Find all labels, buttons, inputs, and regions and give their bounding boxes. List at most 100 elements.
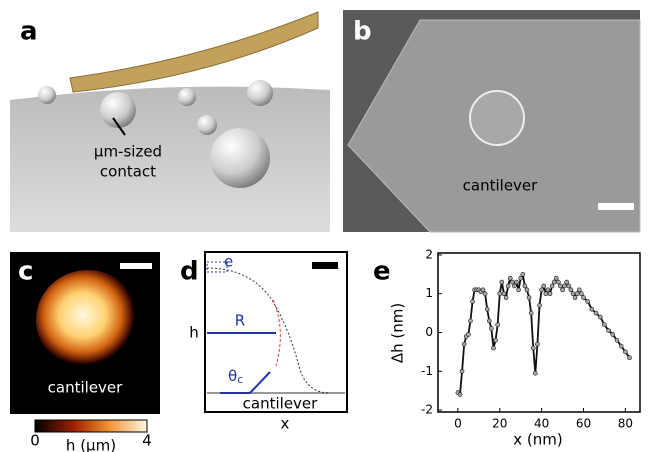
- cantilever: [70, 12, 318, 92]
- data-point: [540, 288, 544, 292]
- data-point: [533, 371, 537, 375]
- data-point: [546, 288, 550, 292]
- data-point: [504, 296, 508, 300]
- surface: [10, 87, 330, 232]
- data-point: [466, 332, 470, 336]
- data-point: [575, 292, 579, 296]
- data-point: [619, 344, 623, 348]
- y-tick-label: 1: [425, 286, 433, 300]
- data-point: [462, 342, 466, 346]
- data-point: [565, 280, 569, 284]
- annotation: contact: [100, 163, 156, 181]
- panel-label: d: [180, 257, 199, 287]
- x-tick-label: 80: [618, 417, 633, 431]
- data-point: [512, 284, 516, 288]
- data-point: [538, 303, 542, 307]
- data-point: [577, 288, 581, 292]
- afm-blob: [36, 270, 140, 370]
- data-point: [561, 288, 565, 292]
- label-r: R: [235, 312, 245, 330]
- scale-bar: [598, 203, 634, 210]
- data-point: [460, 369, 464, 373]
- data-point: [558, 284, 562, 288]
- panel-label: e: [373, 257, 391, 287]
- data-point: [571, 292, 575, 296]
- data-point: [527, 296, 531, 300]
- data-point: [569, 288, 573, 292]
- sphere: [247, 80, 273, 106]
- data-point: [579, 292, 583, 296]
- data-point: [496, 323, 500, 327]
- data-point: [628, 356, 632, 360]
- data-point: [548, 292, 552, 296]
- sphere: [470, 91, 524, 145]
- data-point: [521, 272, 525, 276]
- data-point: [581, 296, 585, 300]
- data-point: [498, 292, 502, 296]
- data-point: [525, 288, 529, 292]
- panel-b: b cantilever: [343, 10, 640, 232]
- data-point: [510, 280, 514, 284]
- scale-bar: [312, 262, 338, 269]
- sphere: [38, 86, 56, 104]
- y-tick-label: 0: [425, 325, 433, 339]
- data-point: [517, 288, 521, 292]
- data-point: [471, 299, 475, 303]
- label-h: h: [189, 324, 199, 342]
- colorbar-label: h (µm): [66, 437, 116, 452]
- y-tick-label: 2: [425, 247, 433, 261]
- y-axis-label: Δh (nm): [389, 303, 407, 363]
- sphere: [178, 88, 196, 106]
- colorbar: [35, 420, 147, 432]
- data-point: [554, 276, 558, 280]
- annotation: µm-sized: [94, 143, 162, 161]
- data-point: [556, 280, 560, 284]
- data-point: [514, 280, 518, 284]
- y-tick-label: -2: [421, 403, 433, 417]
- data-point: [586, 299, 590, 303]
- label-e: e: [224, 253, 233, 271]
- data-point: [519, 276, 523, 280]
- x-tick-label: 40: [534, 417, 549, 431]
- data-point: [500, 280, 504, 284]
- data-point: [611, 332, 615, 336]
- panel-c: c cantilever 0 4 h (µm): [10, 252, 160, 452]
- data-point: [489, 327, 493, 331]
- data-point: [542, 284, 546, 288]
- data-point: [567, 284, 571, 288]
- panel-label: a: [20, 17, 38, 47]
- data-point: [623, 350, 627, 354]
- x-axis-label: x (nm): [513, 431, 562, 449]
- x-tick-label: 60: [576, 417, 591, 431]
- sphere: [100, 92, 136, 128]
- scale-bar: [120, 263, 152, 269]
- x-tick-label: 0: [454, 417, 462, 431]
- data-point: [573, 296, 577, 300]
- annotation: cantilever: [463, 177, 538, 195]
- label-surface: cantilever: [243, 395, 318, 413]
- data-point: [494, 338, 498, 342]
- data-point: [590, 307, 594, 311]
- data-point: [535, 342, 539, 346]
- y-tick-label: -1: [421, 364, 433, 378]
- sphere: [210, 128, 270, 188]
- data-point: [550, 284, 554, 288]
- label-x: x: [281, 415, 290, 433]
- data-point: [523, 284, 527, 288]
- data-point: [552, 280, 556, 284]
- figure: a µm-sized contact b cantilever c cantil…: [0, 0, 648, 452]
- data-point: [458, 393, 462, 397]
- data-point: [615, 338, 619, 342]
- data-point: [502, 292, 506, 296]
- data-point: [598, 315, 602, 319]
- sphere: [197, 115, 217, 135]
- data-point: [602, 323, 606, 327]
- data-point: [563, 284, 567, 288]
- x-tick-label: 20: [492, 417, 507, 431]
- panel-a: a µm-sized contact: [10, 12, 330, 232]
- annotation: cantilever: [48, 379, 123, 397]
- data-point: [508, 276, 512, 280]
- data-point: [607, 329, 611, 333]
- data-point: [544, 292, 548, 296]
- data-point: [483, 292, 487, 296]
